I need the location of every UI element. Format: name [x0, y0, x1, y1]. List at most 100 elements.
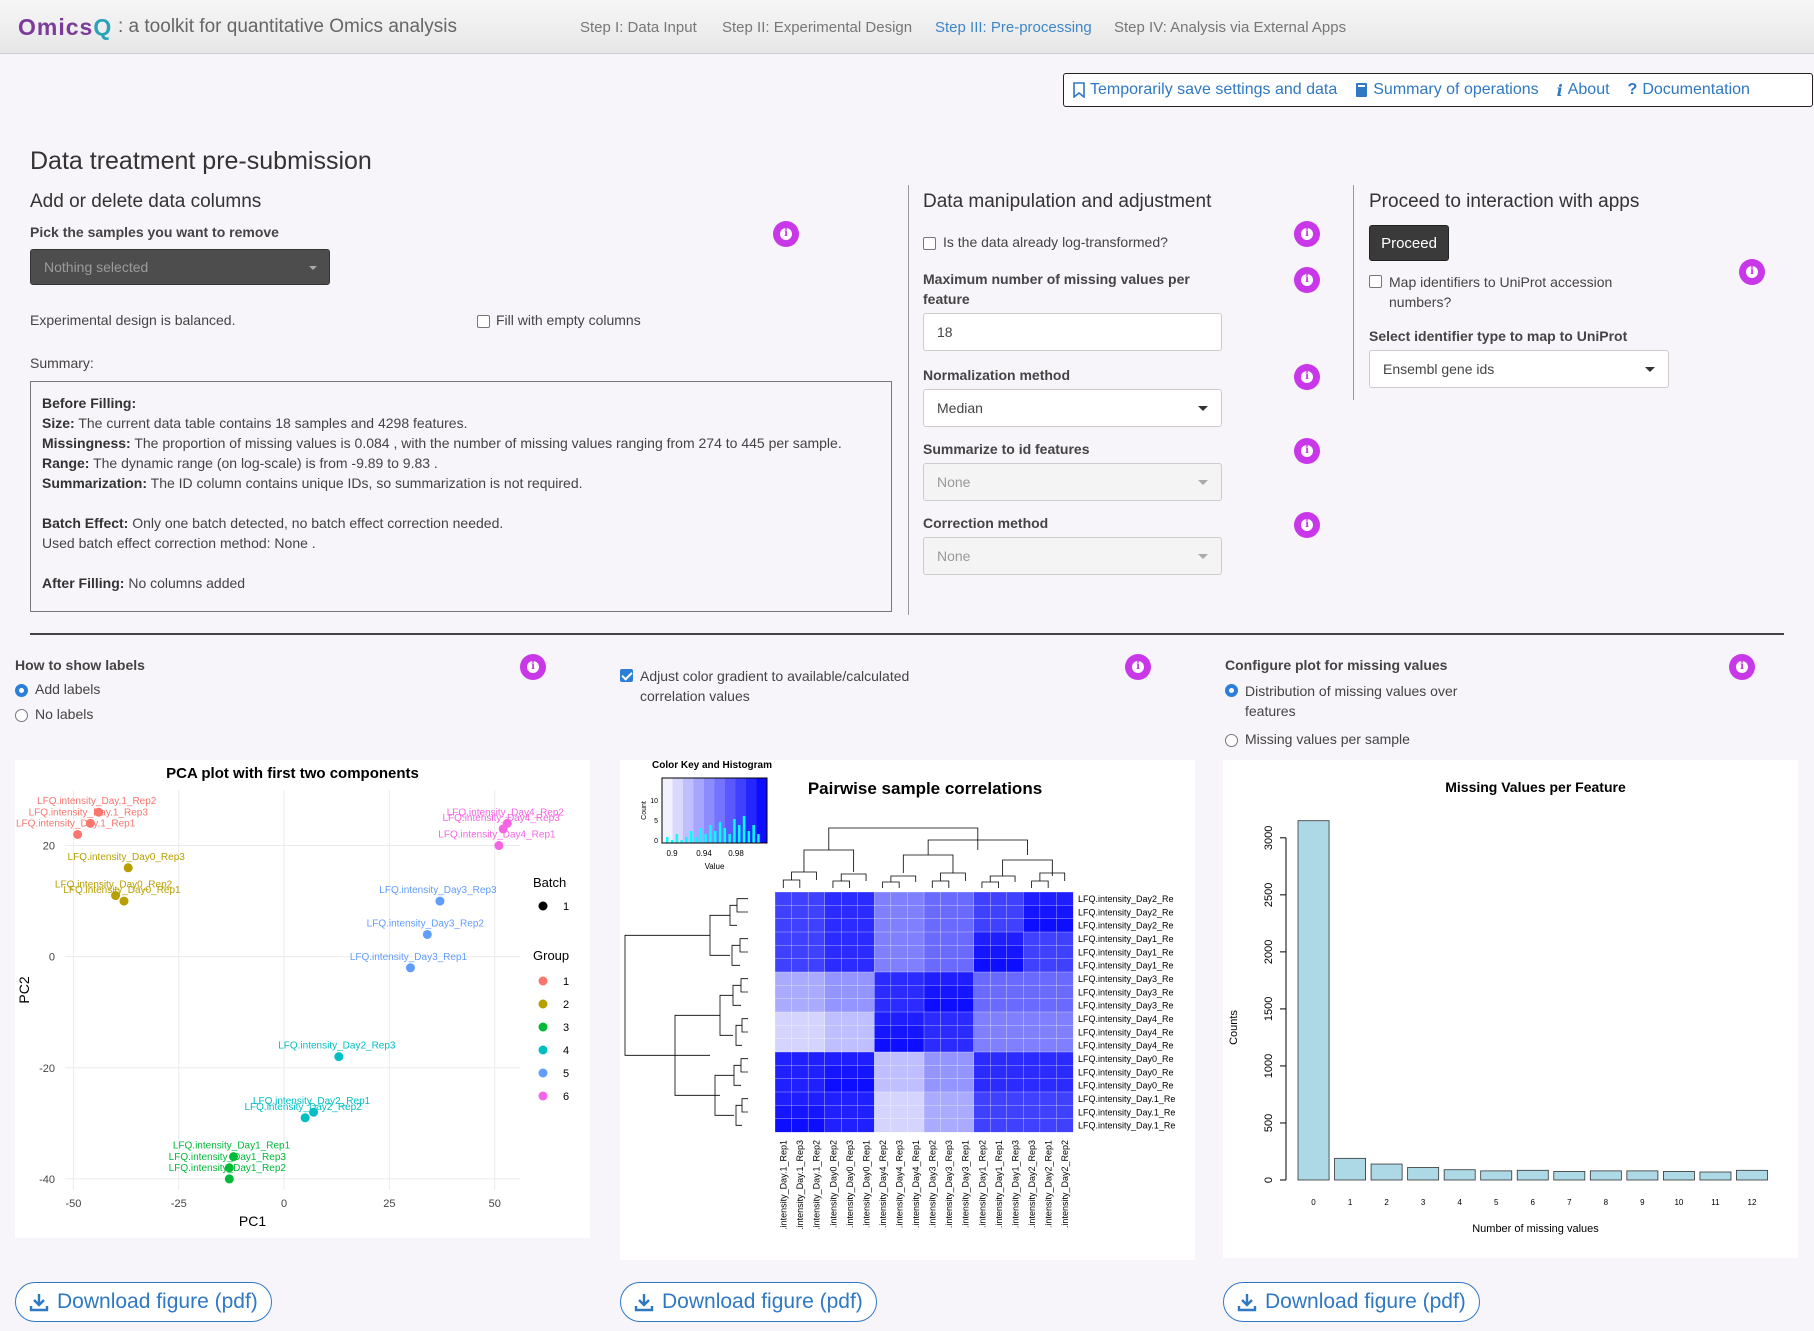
heatmap-cell — [857, 1091, 875, 1106]
heatmap-cell — [923, 1011, 942, 1026]
row-dendrogram-branch — [709, 914, 730, 956]
info-icon[interactable]: i — [1125, 654, 1151, 680]
summarize-select[interactable]: None — [923, 463, 1222, 501]
heatmap-cell — [807, 998, 826, 1013]
row-dendrogram-branch — [736, 898, 748, 913]
heatmap-cell — [956, 1011, 975, 1026]
idtype-select[interactable]: Ensembl gene ids — [1369, 350, 1669, 388]
column-label: .intensity_Day.1_Rep3 — [795, 1140, 805, 1230]
nav-step-3[interactable]: Step III: Pre-processing — [935, 19, 1092, 36]
heatmap-cell — [791, 1051, 809, 1066]
point-label: LFQ.intensity_Day0_Rep1 — [63, 885, 181, 896]
heatmap-cell — [940, 891, 958, 906]
nav-step-1[interactable]: Step I: Data Input — [580, 19, 697, 36]
row-dendrogram-branch — [741, 1098, 748, 1113]
point-label: LFQ.intensity_Day.1_Rep3 — [29, 807, 149, 818]
missing-distribution-label: Distribution of missing values over feat… — [1245, 683, 1458, 719]
heatmap-cell — [791, 905, 809, 920]
heatmap-cell — [973, 1105, 991, 1120]
download-heatmap-button[interactable]: Download figure (pdf) — [620, 1282, 877, 1322]
y-axis-label: PC2 — [16, 976, 32, 1003]
y-tick-label: 1500 — [1263, 997, 1275, 1021]
heatmap-cell — [890, 1078, 908, 1093]
legend-group-label: 2 — [563, 999, 569, 1011]
map-uniprot-checkbox[interactable] — [1369, 275, 1382, 288]
summarize-value: None — [937, 474, 971, 490]
column-label: .intensity_Day2_Rep1 — [1043, 1140, 1053, 1228]
balanced-text: Experimental design is balanced. — [30, 312, 236, 328]
heatmap-cell — [990, 1078, 1008, 1093]
info-icon[interactable]: i — [1294, 438, 1320, 464]
heatmap-cell — [990, 1011, 1008, 1026]
size-value: The current data table contains 18 sampl… — [78, 415, 468, 431]
radio-missing-distribution[interactable] — [1225, 684, 1238, 697]
legend-group-marker — [538, 999, 548, 1009]
info-icon[interactable]: i — [1294, 364, 1320, 390]
data-point — [85, 818, 95, 828]
column-label: .intensity_Day0_Rep2 — [828, 1140, 838, 1228]
y-tick-label: 3000 — [1263, 826, 1275, 850]
heatmap-cell — [824, 891, 842, 906]
data-point — [422, 929, 432, 939]
heatmap-cell — [973, 945, 991, 960]
max-missing-input[interactable]: 18 — [923, 313, 1222, 351]
batch-method: Used batch effect correction method: Non… — [42, 535, 316, 551]
fill-empty-checkbox[interactable] — [477, 315, 490, 328]
heatmap-cell — [841, 1091, 859, 1106]
key-y-tick-label: 0 — [654, 838, 658, 845]
heatmap-cell — [874, 1118, 892, 1133]
radio-no-labels[interactable] — [15, 709, 28, 722]
data-point — [119, 896, 129, 906]
download-missing-button[interactable]: Download figure (pdf) — [1223, 1282, 1480, 1322]
normalization-label: Normalization method — [923, 367, 1071, 383]
point-label: LFQ.intensity_Day.1_Rep1 — [16, 818, 136, 829]
download-pca-button[interactable]: Download figure (pdf) — [15, 1282, 272, 1322]
gradient-checkbox[interactable] — [620, 669, 633, 682]
heatmap-cell — [890, 945, 908, 960]
info-icon[interactable]: i — [1729, 654, 1755, 680]
app-logo[interactable]: OmicsQ — [18, 14, 112, 41]
heatmap-cell — [1039, 1025, 1057, 1040]
legend-group-title: Group — [533, 948, 569, 963]
key-y-tick-label: 5 — [654, 818, 658, 825]
info-icon[interactable]: i — [1294, 267, 1320, 293]
proceed-button[interactable]: Proceed — [1369, 225, 1449, 261]
column-dendrogram-branch — [828, 827, 979, 850]
info-icon[interactable]: i — [1294, 221, 1320, 247]
heatmap-cell — [907, 1051, 925, 1066]
radio-missing-per-sample[interactable] — [1225, 734, 1238, 747]
key-histogram-bar — [757, 834, 760, 843]
heatmap-cell — [890, 1038, 908, 1053]
heatmap-cell — [791, 985, 809, 1000]
heatmap-cell — [907, 891, 925, 906]
info-icon[interactable]: i — [1739, 259, 1765, 285]
row-label: LFQ.intensity_Day0_Re — [1078, 1054, 1174, 1064]
about-button[interactable]: i About — [1548, 81, 1619, 100]
save-settings-button[interactable]: Temporarily save settings and data — [1064, 81, 1346, 99]
normalization-select[interactable]: Median — [923, 389, 1222, 427]
heatmap-cell — [940, 931, 958, 946]
row-label: LFQ.intensity_Day4_Re — [1078, 1041, 1174, 1051]
documentation-button[interactable]: ? Documentation — [1619, 81, 1759, 99]
log-transformed-checkbox[interactable] — [923, 237, 936, 250]
nav-step-2[interactable]: Step II: Experimental Design — [722, 19, 913, 36]
heatmap-cell — [990, 1065, 1008, 1080]
key-histogram-bar — [680, 840, 683, 843]
legend-group-marker — [538, 1022, 548, 1032]
remove-samples-select[interactable]: Nothing selected — [30, 249, 330, 285]
summary-operations-button[interactable]: Summary of operations — [1346, 81, 1547, 99]
heatmap-cell — [791, 998, 809, 1013]
correction-select[interactable]: None — [923, 537, 1222, 575]
nav-step-4[interactable]: Step IV: Analysis via External Apps — [1114, 19, 1347, 36]
info-icon[interactable]: i — [773, 221, 799, 247]
row-label: LFQ.intensity_Day3_Re — [1078, 1001, 1174, 1011]
heatmap-cell — [890, 891, 908, 906]
heatmap-cell — [923, 945, 942, 960]
info-icon[interactable]: i — [520, 654, 546, 680]
summarize-label: Summarize to id features — [923, 441, 1090, 457]
summary-label: Summary: — [30, 355, 94, 371]
info-icon[interactable]: i — [1294, 512, 1320, 538]
missingness-value: The proportion of missing values is 0.08… — [134, 435, 842, 451]
radio-add-labels[interactable] — [15, 684, 28, 697]
proceed-heading: Proceed to interaction with apps — [1369, 191, 1640, 212]
